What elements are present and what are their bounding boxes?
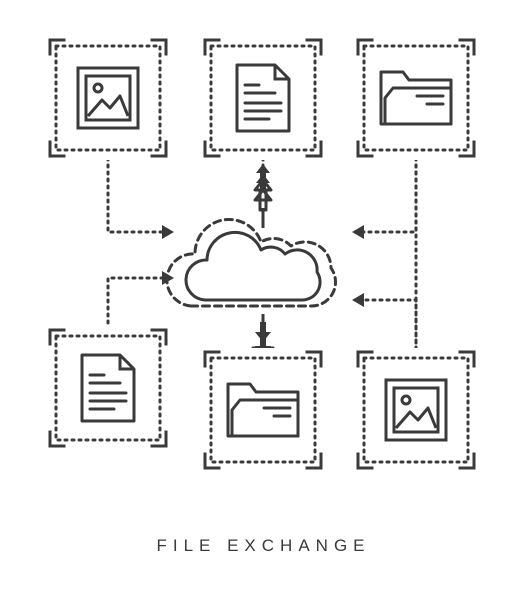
diagram-caption: FILE EXCHANGE	[0, 536, 527, 556]
node-bottom_right	[354, 348, 478, 472]
diagram-svg	[0, 0, 527, 600]
diagram-stage: FILE EXCHANGE	[0, 0, 527, 600]
node-bottom_left	[46, 326, 170, 450]
node-top_left	[46, 36, 170, 160]
node-top_center	[201, 36, 325, 160]
